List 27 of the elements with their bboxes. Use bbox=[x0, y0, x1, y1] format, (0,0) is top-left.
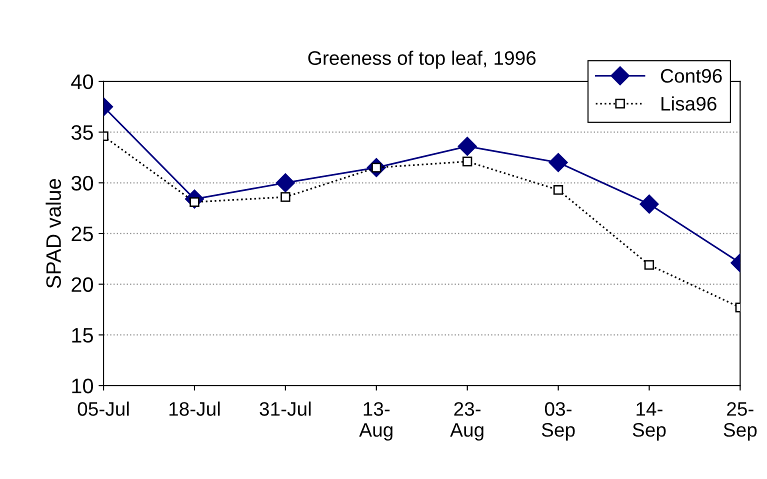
point bbox=[276, 173, 295, 192]
y-tick-label: 10 bbox=[72, 378, 94, 394]
x-tick-label: 23- Aug bbox=[450, 402, 484, 441]
x-tick-label: 03- Sep bbox=[542, 402, 575, 441]
x-tick-label: 25- Sep bbox=[724, 402, 757, 441]
point bbox=[644, 260, 654, 270]
point bbox=[458, 136, 477, 156]
x-tick-label: 14- Sep bbox=[632, 402, 666, 441]
y-tick-label: 15 bbox=[72, 328, 93, 343]
x-tick-label: 05-Jul bbox=[78, 402, 129, 416]
y-tick-label: 40 bbox=[71, 74, 94, 90]
legend-label: Cont96 bbox=[660, 69, 722, 83]
x-tick-label: 13- Aug bbox=[359, 402, 392, 441]
y-tick-label: 35 bbox=[71, 125, 93, 140]
point bbox=[462, 156, 472, 166]
y-tick-label: 25 bbox=[72, 226, 93, 242]
point bbox=[280, 192, 290, 202]
y-tick-label: 30 bbox=[71, 176, 94, 191]
point bbox=[548, 153, 568, 172]
point bbox=[553, 185, 564, 195]
legend-label: Lisa96 bbox=[662, 96, 716, 111]
y-tick-label: 20 bbox=[72, 277, 94, 292]
x-tick-label: 18-Jul bbox=[169, 402, 220, 416]
point bbox=[640, 194, 659, 214]
y-axis-title: SPAD value bbox=[46, 179, 61, 288]
x-tick-label: 31-Jul bbox=[260, 402, 311, 416]
chart-title: Greeness of top leaf, 1996 bbox=[308, 50, 536, 69]
